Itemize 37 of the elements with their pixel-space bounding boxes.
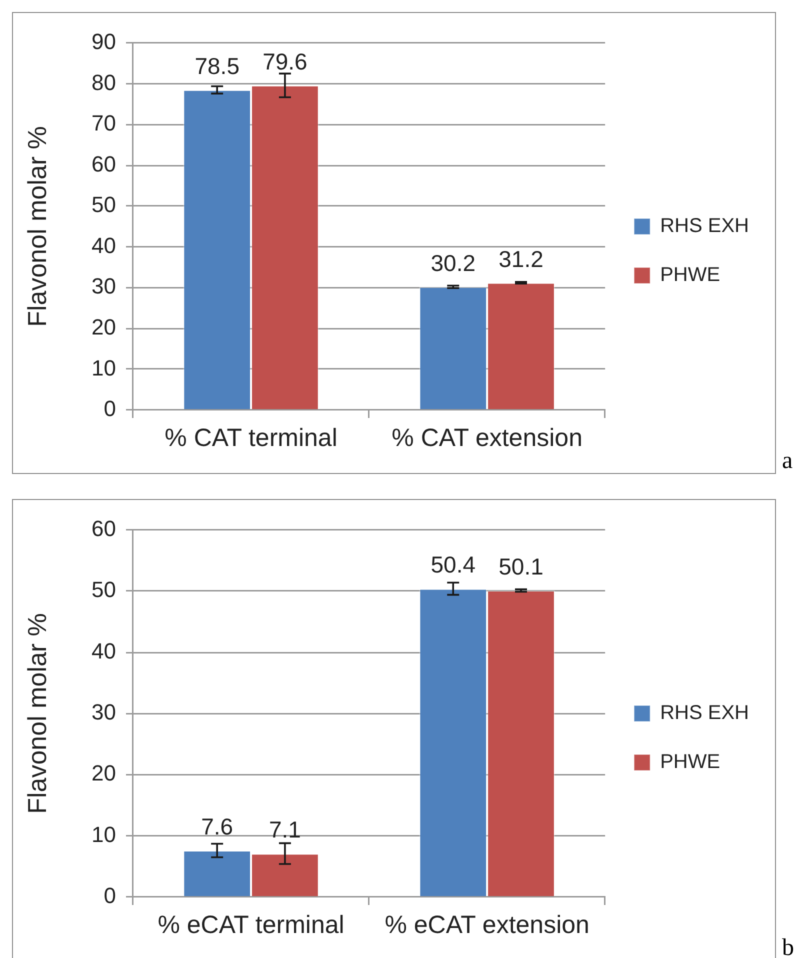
y-tick-label: 30 (92, 700, 116, 725)
y-tick-label: 70 (92, 110, 116, 136)
legend-label: RHS EXH (660, 215, 749, 238)
data-label: 31.2 (498, 246, 544, 272)
data-label: 50.1 (498, 554, 544, 580)
y-tick-label: 90 (92, 29, 116, 54)
legend-label: RHS EXH (660, 702, 749, 724)
y-tick-label: 10 (92, 822, 116, 847)
y-tick-label: 50 (92, 577, 116, 602)
y-tick-label: 10 (92, 355, 116, 380)
y-tick-label: 40 (92, 638, 116, 664)
data-label: 30.2 (430, 250, 476, 276)
data-label: 7.1 (268, 816, 301, 843)
y-tick-label: 30 (92, 274, 116, 299)
data-label: 50.4 (430, 552, 476, 578)
text: a (782, 448, 793, 474)
y-axis-title: Flavonol molar % (22, 126, 52, 327)
x-tick-label: % eCAT terminal (158, 910, 344, 939)
legend-label: PHWE (660, 751, 720, 774)
data-label: 7.6 (201, 814, 234, 840)
x-tick-label: % CAT extension (392, 424, 582, 452)
data-label: 79.6 (262, 48, 308, 74)
x-tick-label: % eCAT extension (384, 910, 590, 939)
y-tick-label: 20 (92, 760, 116, 786)
y-tick-label: 80 (92, 70, 116, 95)
y-tick-label: 60 (92, 516, 116, 542)
y-tick-label: 60 (92, 151, 116, 176)
y-tick-label: 20 (92, 314, 116, 340)
y-tick-label: 50 (92, 192, 116, 218)
legend-label: PHWE (660, 264, 720, 286)
text: b (782, 935, 794, 958)
data-label: 78.5 (194, 52, 240, 79)
y-tick-label: 0 (104, 396, 116, 422)
y-axis-title: Flavonol molar % (22, 613, 52, 814)
y-tick-label: 0 (104, 883, 116, 908)
x-tick-label: % CAT terminal (164, 424, 338, 452)
y-tick-label: 40 (92, 232, 116, 258)
